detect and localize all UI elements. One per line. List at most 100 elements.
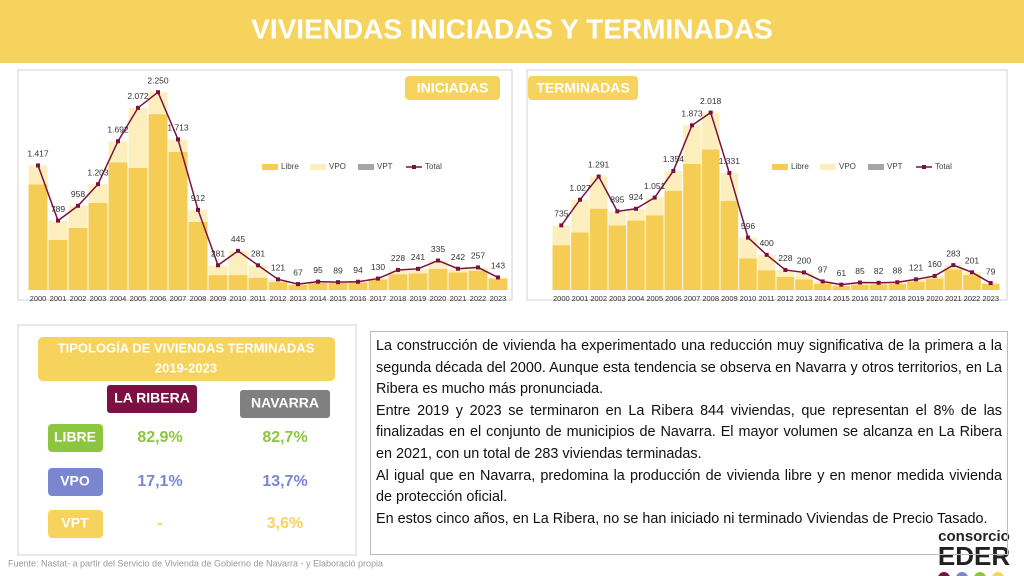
header-band bbox=[0, 0, 1024, 63]
total-marker bbox=[876, 280, 881, 285]
table-cell: 82,7% bbox=[262, 429, 307, 446]
legend-label: VPT bbox=[377, 162, 393, 171]
bar-segment bbox=[208, 275, 228, 290]
total-marker bbox=[276, 277, 280, 282]
bar-segment bbox=[608, 225, 627, 290]
x-tick-label: 2023 bbox=[490, 294, 507, 303]
total-marker bbox=[988, 281, 993, 286]
legend-label: VPO bbox=[329, 162, 346, 171]
data-label: 924 bbox=[629, 192, 643, 202]
logo-dot bbox=[974, 572, 986, 576]
data-label: 143 bbox=[491, 261, 505, 271]
total-marker bbox=[136, 105, 140, 110]
x-tick-label: 2004 bbox=[628, 294, 645, 303]
data-label: 895 bbox=[610, 195, 624, 205]
x-tick-label: 2011 bbox=[250, 294, 266, 303]
data-label: 89 bbox=[333, 265, 343, 275]
table-title-box bbox=[38, 337, 335, 381]
column-header: LA RIBERA bbox=[114, 390, 190, 406]
bar-segment bbox=[664, 170, 683, 191]
x-tick-label: 2003 bbox=[609, 294, 626, 303]
x-tick-label: 2001 bbox=[50, 294, 67, 303]
total-marker bbox=[802, 270, 806, 275]
data-label: 1.203 bbox=[87, 167, 109, 177]
total-marker bbox=[256, 263, 260, 268]
bar-segment bbox=[308, 282, 328, 290]
total-marker bbox=[196, 207, 200, 212]
total-line bbox=[37, 90, 499, 285]
bar-segment bbox=[408, 268, 428, 274]
data-label: 160 bbox=[928, 259, 942, 269]
bar-segment bbox=[128, 107, 148, 168]
column-header: NAVARRA bbox=[251, 395, 319, 411]
bar-segment bbox=[248, 277, 268, 290]
bar-segment bbox=[795, 279, 813, 290]
x-tick-label: 2016 bbox=[852, 294, 869, 303]
bar-segment bbox=[589, 208, 608, 290]
bar-segment bbox=[608, 211, 627, 226]
bar-segment bbox=[388, 274, 408, 290]
bar-segment bbox=[88, 184, 108, 203]
bar-segment bbox=[645, 197, 664, 216]
total-marker bbox=[216, 263, 220, 268]
total-marker bbox=[783, 267, 788, 272]
x-tick-label: 2019 bbox=[410, 294, 427, 303]
x-tick-label: 2004 bbox=[110, 294, 127, 303]
logo-line2: EDER bbox=[938, 541, 1010, 571]
text-box: La construcción de vivienda ha experimen… bbox=[370, 331, 1008, 555]
x-tick-label: 2006 bbox=[665, 294, 682, 303]
data-label: 201 bbox=[965, 256, 979, 266]
bar-segment bbox=[228, 250, 248, 276]
bar-segment bbox=[645, 215, 664, 290]
data-label: 85 bbox=[855, 266, 865, 276]
x-tick-label: 2021 bbox=[945, 294, 962, 303]
bar-segment bbox=[813, 283, 832, 290]
bar-segment bbox=[925, 278, 944, 290]
bar-segment bbox=[739, 258, 757, 290]
total-marker bbox=[951, 263, 956, 268]
total-marker bbox=[376, 276, 380, 281]
x-tick-label: 2008 bbox=[702, 294, 719, 303]
bar-segment bbox=[701, 112, 720, 150]
data-label: 283 bbox=[946, 248, 960, 258]
x-tick-label: 2005 bbox=[646, 294, 663, 303]
row-label-box bbox=[48, 510, 103, 538]
total-marker bbox=[932, 273, 937, 278]
x-tick-label: 2011 bbox=[759, 294, 775, 303]
x-tick-label: 2021 bbox=[450, 294, 467, 303]
total-marker bbox=[176, 137, 180, 142]
bar-segment bbox=[28, 184, 48, 290]
data-label: 200 bbox=[797, 256, 811, 266]
x-tick-label: 2023 bbox=[982, 294, 999, 303]
legend-swatch bbox=[868, 164, 884, 170]
x-tick-label: 2019 bbox=[908, 294, 925, 303]
bar-segment bbox=[268, 282, 288, 290]
total-marker bbox=[858, 280, 862, 285]
x-tick-label: 2008 bbox=[190, 294, 207, 303]
bar-segment bbox=[408, 273, 428, 290]
data-label: 1.027 bbox=[569, 183, 591, 193]
legend-swatch bbox=[358, 164, 374, 170]
data-label: 241 bbox=[411, 252, 425, 262]
legend-swatch bbox=[820, 164, 836, 170]
logo-line1: consorcio bbox=[938, 528, 1010, 545]
x-tick-label: 2014 bbox=[814, 294, 831, 303]
chart-title: INICIADAS bbox=[417, 80, 489, 96]
data-label: 257 bbox=[471, 251, 485, 261]
total-marker bbox=[356, 279, 360, 284]
data-label: 97 bbox=[818, 265, 828, 275]
data-label: 335 bbox=[431, 244, 445, 254]
bar-segment bbox=[428, 260, 448, 269]
x-tick-label: 2010 bbox=[230, 294, 247, 303]
table-cell: 82,9% bbox=[137, 429, 182, 446]
bar-segment bbox=[208, 265, 228, 276]
bar-segment bbox=[68, 227, 88, 290]
bar-segment bbox=[683, 163, 701, 290]
legend-label: Libre bbox=[281, 162, 299, 171]
total-marker bbox=[436, 258, 440, 263]
total-marker bbox=[396, 267, 400, 272]
row-label: VPT bbox=[61, 515, 89, 531]
table-cell: 13,7% bbox=[262, 473, 307, 490]
bar-segment bbox=[148, 92, 168, 115]
x-tick-label: 2020 bbox=[926, 294, 943, 303]
